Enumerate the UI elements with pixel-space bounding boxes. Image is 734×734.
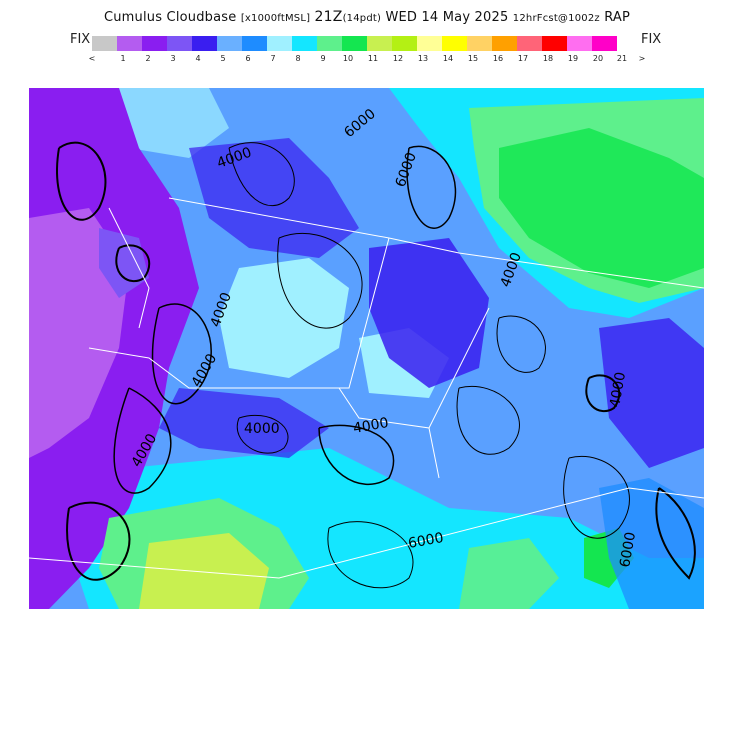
field-blue-se bbox=[599, 478, 704, 609]
legend-swatch bbox=[192, 36, 217, 51]
legend-tick-label: 3 bbox=[170, 54, 176, 63]
border-id-mt bbox=[428, 307, 490, 429]
legend-swatch bbox=[492, 36, 517, 51]
legend-swatch bbox=[217, 36, 242, 51]
contour-label: 4000 bbox=[607, 371, 629, 409]
contour-label: 4000 bbox=[352, 415, 390, 437]
title-run: 12hrFcst@1002z bbox=[512, 13, 600, 24]
legend-tick-label: 2 bbox=[145, 54, 151, 63]
contour-e-2 bbox=[585, 374, 621, 413]
contour-label: 4000 bbox=[244, 421, 280, 437]
map-canvas: 4000 4000 4000 4000 4000 4000 4000 4000 … bbox=[29, 88, 704, 609]
field-green-ne-inner bbox=[499, 128, 704, 288]
legend-swatch bbox=[242, 36, 267, 51]
legend-swatch bbox=[392, 36, 417, 51]
legend-swatch bbox=[167, 36, 192, 51]
field-lightcyan-center bbox=[219, 258, 349, 378]
legend-swatch bbox=[92, 36, 117, 51]
title-valid-hour: 21Z bbox=[314, 9, 343, 25]
legend-tick-label: 6 bbox=[245, 54, 251, 63]
contour-oregon-1 bbox=[236, 414, 289, 454]
contour-nw-1 bbox=[56, 141, 107, 221]
legend-swatch bbox=[267, 36, 292, 51]
legend-tick-label: 8 bbox=[295, 54, 301, 63]
coastline-puget bbox=[108, 207, 150, 329]
legend-tick-label: 21 bbox=[616, 54, 628, 63]
title-forecast-hour: (14pdt) bbox=[342, 13, 382, 24]
contour-cascade-1 bbox=[113, 387, 172, 494]
border-canada bbox=[168, 197, 704, 289]
border-wa-or bbox=[88, 347, 339, 389]
field-lightcyan-nw bbox=[109, 88, 229, 158]
map-title: Cumulus Cloudbase [x1000ftMSL] 21Z(14pdt… bbox=[0, 9, 734, 25]
legend-swatch bbox=[517, 36, 542, 51]
legend-swatch bbox=[317, 36, 342, 51]
state-borders bbox=[29, 197, 704, 579]
contour-sw bbox=[66, 501, 131, 581]
legend-swatch bbox=[592, 36, 617, 51]
legend-tick-label: 12 bbox=[392, 54, 404, 63]
color-legend-bar bbox=[92, 36, 617, 51]
contour-center-2 bbox=[318, 424, 395, 485]
legend-tick-label: 5 bbox=[220, 54, 226, 63]
field-indigo-oregon bbox=[159, 388, 329, 458]
border-south bbox=[29, 487, 704, 579]
legend-swatch bbox=[367, 36, 392, 51]
legend-tick-label: 19 bbox=[567, 54, 579, 63]
legend-swatch bbox=[417, 36, 442, 51]
legend-swatch bbox=[117, 36, 142, 51]
legend-fix-right: FIX bbox=[641, 32, 662, 47]
field-green-se bbox=[459, 538, 559, 609]
field-indigo-idaho bbox=[369, 238, 489, 388]
legend-tick-label: 4 bbox=[195, 54, 201, 63]
field-indigo-east bbox=[599, 318, 704, 468]
legend-tick-label: 17 bbox=[517, 54, 529, 63]
contour-se-1 bbox=[563, 456, 630, 539]
legend-tick-label: 11 bbox=[367, 54, 379, 63]
contour-e-3 bbox=[496, 315, 546, 373]
legend-fix-left: FIX bbox=[70, 32, 91, 47]
legend-swatch bbox=[567, 36, 592, 51]
legend-tick-label: 16 bbox=[492, 54, 504, 63]
contour-label: 6000 bbox=[407, 530, 445, 552]
contour-n-1 bbox=[228, 142, 295, 207]
legend-tick-label: 15 bbox=[467, 54, 479, 63]
legend-tick-label: 20 bbox=[592, 54, 604, 63]
contour-se-2 bbox=[655, 487, 696, 580]
legend-tick-label: 9 bbox=[320, 54, 326, 63]
field-yellowgreen-south bbox=[139, 533, 269, 609]
title-date: WED 14 May 2025 bbox=[385, 10, 509, 25]
legend-swatch bbox=[142, 36, 167, 51]
legend-tick-label: 10 bbox=[342, 54, 354, 63]
contour-e-1 bbox=[456, 386, 520, 455]
legend-swatch bbox=[342, 36, 367, 51]
contour-s-1 bbox=[327, 521, 414, 589]
legend-swatch bbox=[442, 36, 467, 51]
title-model: RAP bbox=[604, 10, 631, 25]
title-units: [x1000ftMSL] bbox=[240, 13, 311, 24]
legend-tick-label: 18 bbox=[542, 54, 554, 63]
title-main: Cumulus Cloudbase bbox=[103, 10, 237, 25]
legend-tick-label: < bbox=[88, 54, 96, 63]
contour-ne-1 bbox=[406, 145, 457, 229]
field-indigo-north bbox=[189, 138, 359, 258]
legend-tick-label: 14 bbox=[442, 54, 454, 63]
legend-tick-label: 13 bbox=[417, 54, 429, 63]
cloudbase-map: 4000 4000 4000 4000 4000 4000 4000 4000 … bbox=[29, 88, 704, 609]
legend-tick-label: 1 bbox=[120, 54, 126, 63]
legend-swatch bbox=[542, 36, 567, 51]
color-legend-ticks: <1 2 3 4 5 6 7 8 9 10 11 12 13 14 15 16 17 18 19 20 21 > bbox=[80, 54, 660, 66]
legend-tick-label: > bbox=[638, 54, 646, 63]
contour-lines bbox=[56, 141, 696, 589]
legend-swatch bbox=[467, 36, 492, 51]
border-wa-id bbox=[339, 237, 390, 389]
contour-label: 6000 bbox=[617, 531, 639, 569]
legend-swatch bbox=[292, 36, 317, 51]
border-id-or bbox=[338, 387, 440, 479]
legend-tick-label: 7 bbox=[270, 54, 276, 63]
contour-center-1 bbox=[277, 233, 363, 329]
